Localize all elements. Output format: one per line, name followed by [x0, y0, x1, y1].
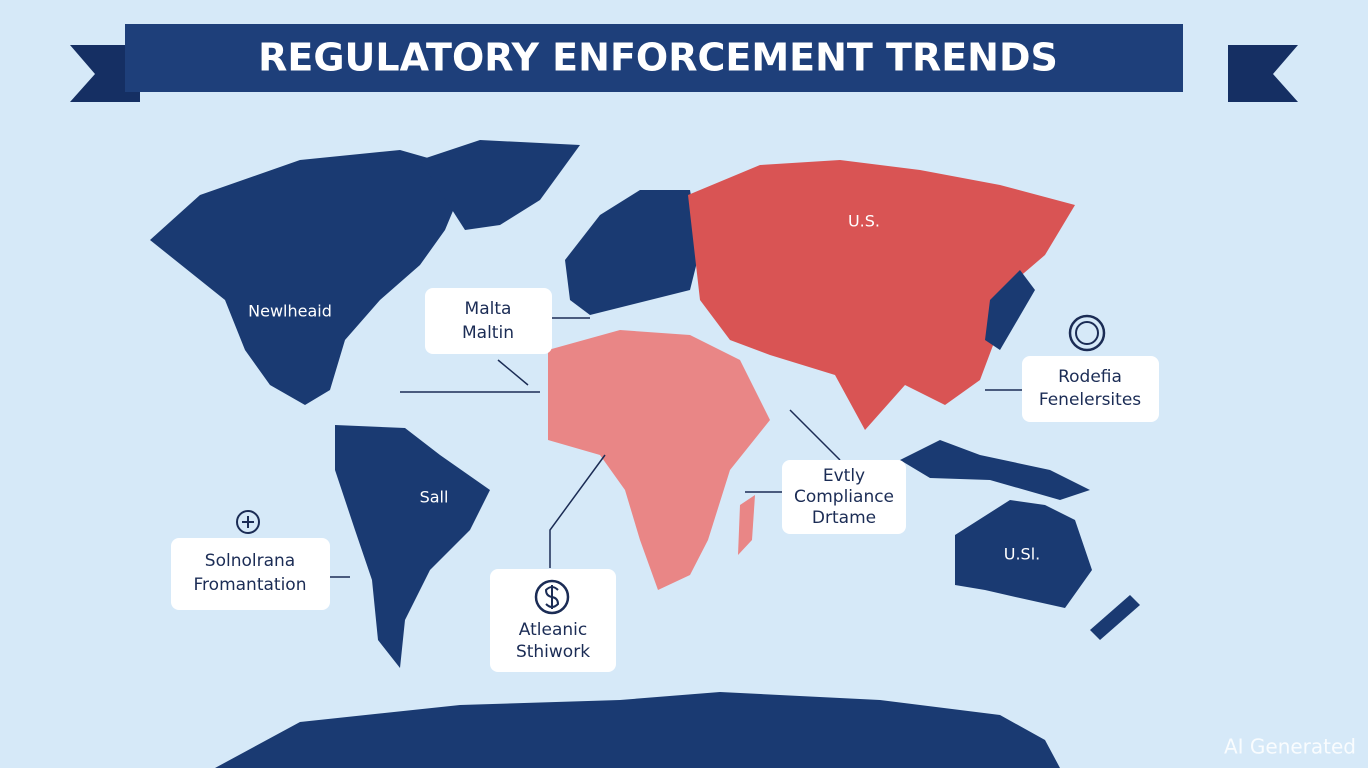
banner-tail — [1228, 45, 1298, 102]
callout-text: Fromantation — [194, 575, 307, 595]
madagascar — [738, 495, 755, 555]
leader-line — [549, 454, 606, 568]
new-zealand — [1090, 595, 1140, 640]
banner-tail — [70, 45, 140, 102]
south-america — [335, 425, 490, 668]
leader-line — [745, 409, 841, 493]
map — [150, 140, 1140, 768]
map-label: Newlheaid — [248, 302, 332, 321]
callout-box — [1022, 356, 1159, 422]
asia — [688, 160, 1075, 430]
japan — [985, 270, 1035, 350]
callout-text: Maltin — [462, 323, 514, 343]
banner — [125, 24, 1183, 92]
icon — [1075, 321, 1099, 345]
map-label: U.S. — [848, 212, 880, 231]
antarctica — [215, 692, 1060, 768]
callout-box — [171, 538, 330, 610]
callout-text: Rodefia — [1058, 367, 1122, 387]
callout-text: Malta — [465, 299, 512, 319]
leader-line — [497, 317, 590, 386]
callout-text: Compliance — [794, 487, 894, 507]
callout-box — [425, 288, 552, 354]
icon — [236, 510, 260, 534]
icon — [544, 585, 560, 609]
africa — [548, 330, 770, 590]
callout-text: Sthiwork — [516, 642, 590, 662]
icon — [534, 579, 570, 615]
callout-box — [782, 460, 906, 534]
callout-box — [490, 569, 616, 672]
callout-text: Drtame — [812, 508, 876, 528]
map-label: Sall — [420, 488, 449, 507]
greenland — [420, 140, 580, 230]
map-label: U.Sl. — [1004, 545, 1040, 564]
icon — [1068, 314, 1106, 352]
callout-text: Evtly — [823, 466, 865, 486]
europe — [565, 190, 700, 315]
icon — [242, 516, 254, 528]
islands — [900, 440, 1090, 500]
callout-text: Solnolrana — [205, 551, 295, 571]
callout-text: Fenelersites — [1039, 390, 1141, 410]
callout-text: Atleanic — [519, 620, 587, 640]
north-america — [150, 150, 470, 405]
title: REGULATORY ENFORCEMENT TRENDS — [258, 36, 1058, 80]
australia — [955, 500, 1092, 608]
watermark: AI Generated — [1224, 735, 1356, 759]
